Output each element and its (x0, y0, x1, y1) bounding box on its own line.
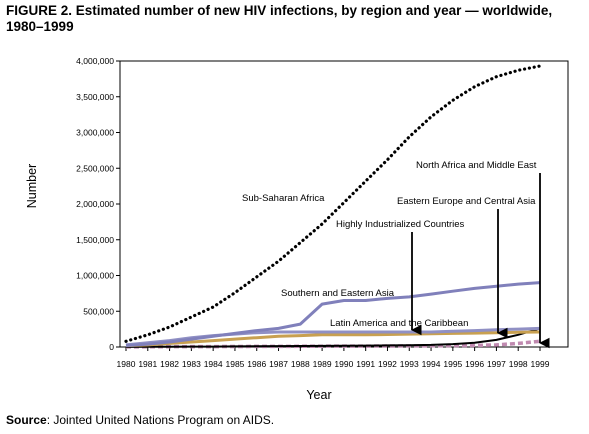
x-tick-label: 1987 (269, 359, 288, 369)
y-tick-label: 3,500,000 (76, 92, 114, 102)
source-label: Source (6, 413, 47, 427)
x-tick-label: 1991 (356, 359, 375, 369)
y-tick-label: 4,000,000 (76, 56, 114, 66)
series-line-eastern-europe-and-central-asia (125, 327, 541, 348)
x-tick-label: 1994 (422, 359, 441, 369)
x-tick-label: 1993 (400, 359, 419, 369)
annotation-label: North Africa and Middle East (416, 160, 537, 171)
annotation-label: Eastern Europe and Central Asia (397, 196, 536, 207)
x-tick-label: 1989 (313, 359, 332, 369)
x-tick-label: 1986 (247, 359, 266, 369)
x-tick-label: 1984 (204, 359, 223, 369)
x-tick-label: 1996 (465, 359, 484, 369)
x-tick-label: 1981 (138, 359, 157, 369)
annotation-label: Latin America and the Caribbean (330, 318, 468, 329)
y-tick-label: 1,000,000 (76, 271, 114, 281)
y-tick-label: 3,000,000 (76, 128, 114, 138)
figure-title: FIGURE 2. Estimated number of new HIV in… (6, 3, 553, 34)
y-tick-label: 2,000,000 (76, 199, 114, 209)
x-tick-label: 1982 (160, 359, 179, 369)
series-line-latin-america-and-the-caribbean (125, 330, 541, 348)
series-line-north-africa-and-middle-east (125, 339, 541, 349)
x-tick-label: 1998 (509, 359, 528, 369)
source-text: : Jointed United Nations Program on AIDS… (46, 413, 275, 427)
annotation-label: Highly Industrialized Countries (336, 219, 465, 230)
y-tick-label: 500,000 (83, 306, 114, 316)
y-tick-label: 1,500,000 (76, 235, 114, 245)
x-tick-label: 1999 (531, 359, 550, 369)
x-axis-title: Year (306, 388, 331, 402)
series-line-sub-saharan-africa (124, 64, 542, 343)
annotation-label: Southern and Eastern Asia (281, 288, 395, 299)
y-axis-title: Number (25, 164, 39, 208)
annotation-label: Sub-Saharan Africa (242, 193, 325, 204)
y-tick-label: 2,500,000 (76, 163, 114, 173)
x-tick-label: 1997 (487, 359, 506, 369)
source-note: Source: Jointed United Nations Program o… (6, 413, 274, 427)
x-tick-label: 1992 (378, 359, 397, 369)
x-tick-label: 1988 (291, 359, 310, 369)
x-tick-label: 1990 (334, 359, 353, 369)
x-tick-label: 1985 (225, 359, 244, 369)
x-tick-label: 1995 (443, 359, 462, 369)
series-line-southern-and-eastern-asia (125, 281, 541, 348)
y-tick-label: 0 (109, 342, 114, 352)
x-tick-label: 1983 (182, 359, 201, 369)
x-tick-label: 1980 (117, 359, 136, 369)
